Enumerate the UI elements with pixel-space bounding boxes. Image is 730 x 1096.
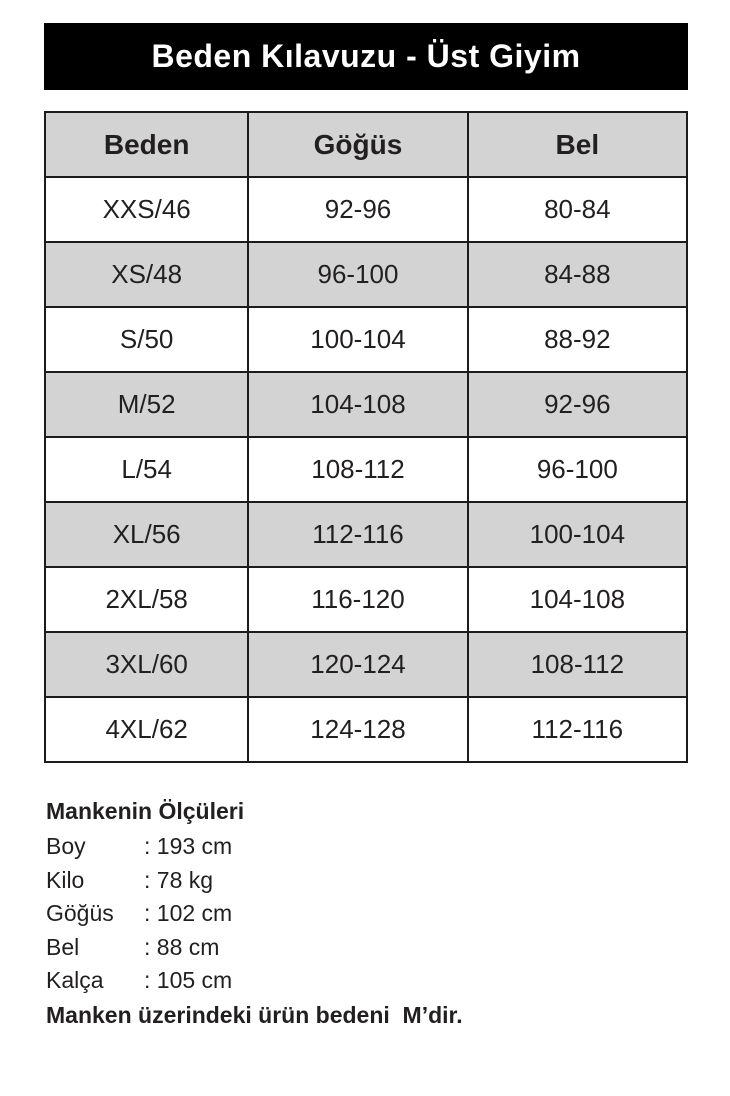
measurement-row-kilo: Kilo : 78 kg	[46, 864, 688, 898]
model-measurements-heading: Mankenin Ölçüleri	[46, 798, 245, 824]
page-title: Beden Kılavuzu - Üst Giyim	[151, 38, 581, 74]
waist-cell: 112-116	[466, 696, 689, 763]
size-cell: XS/48	[43, 241, 250, 308]
waist-cell: 96-100	[466, 436, 689, 503]
waist-cell: 84-88	[466, 241, 689, 308]
waist-cell: 104-108	[466, 566, 689, 633]
measurement-row-boy: Boy : 193 cm	[46, 830, 688, 864]
model-size-note: Manken üzerindeki ürün bedeni M’dir.	[46, 1001, 463, 1028]
measurement-label: Kalça	[46, 967, 104, 993]
size-cell: M/52	[43, 371, 250, 438]
chest-cell: 100-104	[247, 306, 469, 373]
measurement-row-kalca: Kalça : 105 cm	[46, 964, 688, 998]
table-row: L/54 108-112 96-100	[43, 436, 689, 503]
chest-cell: 120-124	[247, 631, 469, 698]
waist-cell: 88-92	[466, 306, 689, 373]
chest-cell: 108-112	[247, 436, 469, 503]
title-banner: Beden Kılavuzu - Üst Giyim	[44, 23, 688, 90]
measurement-value: : 102 cm	[144, 900, 233, 926]
table-header-row: Beden Göğüs Bel	[43, 111, 689, 178]
table-row: XL/56 112-116 100-104	[43, 501, 689, 568]
chest-cell: 92-96	[247, 176, 469, 243]
table-row: 2XL/58 116-120 104-108	[43, 566, 689, 633]
size-cell: 3XL/60	[43, 631, 250, 698]
size-cell: XXS/46	[43, 176, 250, 243]
chest-cell: 116-120	[247, 566, 469, 633]
table-row: XS/48 96-100 84-88	[43, 241, 689, 308]
measurement-label: Kilo	[46, 866, 85, 893]
measurement-row-bel: Bel : 88 cm	[46, 931, 688, 965]
model-measurements-section: Mankenin Ölçüleri Boy : 193 cm Kilo : 78…	[44, 795, 688, 1032]
table-row: XXS/46 92-96 80-84	[43, 176, 689, 243]
waist-cell: 92-96	[466, 371, 689, 438]
chest-cell: 104-108	[247, 371, 469, 438]
measurement-value: : 105 cm	[144, 967, 233, 993]
measurement-row-gogus: Göğüs : 102 cm	[46, 897, 688, 931]
measurement-value: : 193 cm	[144, 833, 233, 859]
column-header-beden: Beden	[43, 111, 250, 178]
measurement-value: : 88 cm	[144, 933, 220, 960]
chest-cell: 96-100	[247, 241, 469, 308]
table-row: 4XL/62 124-128 112-116	[43, 696, 689, 763]
column-header-gogus: Göğüs	[247, 111, 469, 178]
table-row: S/50 100-104 88-92	[43, 306, 689, 373]
page: Beden Kılavuzu - Üst Giyim Beden Göğüs B…	[43, 23, 689, 1032]
size-cell: L/54	[43, 436, 250, 503]
chest-cell: 124-128	[247, 696, 469, 763]
size-cell: XL/56	[43, 501, 250, 568]
size-cell: S/50	[43, 306, 250, 373]
size-guide-table: Beden Göğüs Bel XXS/46 92-96 80-84 XS/48…	[43, 111, 689, 763]
column-header-bel: Bel	[466, 111, 689, 178]
measurement-value: : 78 kg	[144, 866, 214, 893]
chest-cell: 112-116	[247, 501, 469, 568]
table-row: 3XL/60 120-124 108-112	[43, 631, 689, 698]
size-cell: 2XL/58	[43, 566, 250, 633]
measurement-label: Göğüs	[46, 900, 114, 926]
waist-cell: 100-104	[466, 501, 689, 568]
measurement-label: Boy	[46, 833, 86, 859]
size-cell: 4XL/62	[43, 696, 250, 763]
table-row: M/52 104-108 92-96	[43, 371, 689, 438]
waist-cell: 108-112	[466, 631, 689, 698]
waist-cell: 80-84	[466, 176, 689, 243]
measurement-label: Bel	[46, 933, 80, 960]
